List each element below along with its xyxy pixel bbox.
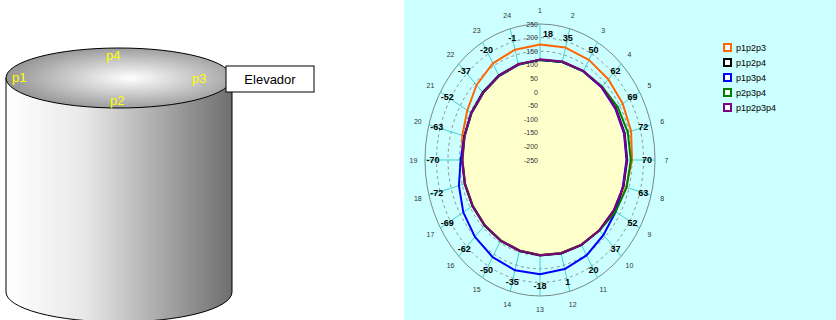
annotation: 20 bbox=[588, 265, 598, 275]
category-label: 21 bbox=[427, 82, 435, 89]
radial-tick-label: -200 bbox=[524, 143, 538, 150]
category-label: 7 bbox=[665, 157, 669, 164]
annotation: 69 bbox=[628, 92, 638, 102]
annotation: 52 bbox=[628, 218, 638, 228]
elevator-label: Elevador bbox=[244, 72, 296, 87]
annotation: -35 bbox=[506, 277, 519, 287]
cylinder-diagram: p1 p2 p3 p4 Elevador bbox=[6, 48, 314, 320]
category-label: 13 bbox=[536, 306, 544, 313]
category-label: 12 bbox=[569, 301, 577, 308]
category-label: 6 bbox=[660, 118, 664, 125]
category-label: 23 bbox=[473, 27, 481, 34]
series-line bbox=[462, 59, 627, 255]
series-line bbox=[462, 60, 630, 255]
annotation: 62 bbox=[611, 66, 621, 76]
radial-tick-label: -50 bbox=[528, 102, 538, 109]
legend: p1p2p3 p1p2p4 p1p3p4 p2p3p4 p1p2p3p4 bbox=[724, 43, 776, 113]
category-label: 22 bbox=[447, 51, 455, 58]
radial-tick-label: 200 bbox=[526, 34, 538, 41]
annotation: 37 bbox=[611, 244, 621, 254]
annotation: 35 bbox=[563, 33, 573, 43]
point-label: p3 bbox=[192, 71, 206, 86]
page: p1p2p3p4Elevador-250-200-150-100-5005010… bbox=[0, 0, 836, 320]
series-line bbox=[462, 44, 632, 255]
radar-chart: -250-200-150-100-50050100150200250123456… bbox=[410, 7, 669, 313]
legend-label: p1p2p3p4 bbox=[736, 103, 776, 113]
legend-swatch bbox=[724, 89, 731, 96]
category-label: 16 bbox=[447, 262, 455, 269]
radial-tick-label: 250 bbox=[526, 21, 538, 28]
radial-tick-label: 50 bbox=[530, 75, 538, 82]
category-label: 9 bbox=[648, 231, 652, 238]
series-group bbox=[459, 44, 632, 274]
annotation: 18 bbox=[543, 29, 553, 39]
chart-background bbox=[404, 0, 836, 320]
category-label: 24 bbox=[503, 12, 511, 19]
radial-tick-label: -150 bbox=[524, 129, 538, 136]
cylinder-body bbox=[6, 78, 232, 320]
point-label: p1 bbox=[12, 70, 26, 85]
annotation: -63 bbox=[430, 122, 443, 132]
series-line bbox=[462, 60, 627, 256]
legend-swatch bbox=[724, 104, 731, 111]
annotation: -62 bbox=[458, 244, 471, 254]
radial-tick-label: 100 bbox=[526, 61, 538, 68]
category-label: 15 bbox=[473, 286, 481, 293]
radial-tick-label: -100 bbox=[524, 116, 538, 123]
category-label: 19 bbox=[410, 157, 418, 164]
legend-label: p1p2p4 bbox=[736, 58, 766, 68]
category-label: 10 bbox=[626, 262, 634, 269]
series-line bbox=[459, 60, 627, 274]
annotation: 50 bbox=[588, 45, 598, 55]
category-label: 1 bbox=[538, 7, 542, 14]
annotation: 70 bbox=[642, 155, 652, 165]
annotation: 63 bbox=[638, 188, 648, 198]
legend-label: p2p3p4 bbox=[736, 88, 766, 98]
legend-swatch bbox=[724, 74, 731, 81]
annotation: -37 bbox=[458, 66, 471, 76]
category-label: 2 bbox=[571, 12, 575, 19]
category-label: 3 bbox=[601, 27, 605, 34]
radial-tick-label: -250 bbox=[524, 157, 538, 164]
legend-swatch bbox=[724, 44, 731, 51]
point-label: p4 bbox=[106, 48, 120, 63]
category-label: 11 bbox=[600, 286, 607, 293]
radial-tick-label: 150 bbox=[526, 48, 538, 55]
category-label: 8 bbox=[660, 195, 664, 202]
radial-tick-label: 0 bbox=[534, 89, 538, 96]
annotation: -72 bbox=[430, 188, 443, 198]
elevator-box bbox=[226, 66, 314, 92]
annotation: -70 bbox=[427, 155, 440, 165]
cylinder-top bbox=[6, 48, 232, 108]
category-label: 14 bbox=[503, 301, 511, 308]
grid-ring bbox=[437, 38, 644, 283]
annotation: -1 bbox=[508, 33, 516, 43]
annotation: -52 bbox=[441, 92, 454, 102]
annotation: 72 bbox=[638, 122, 648, 132]
grid-ring bbox=[425, 24, 655, 296]
legend-label: p1p2p3 bbox=[736, 43, 766, 53]
category-label: 17 bbox=[427, 231, 435, 238]
category-label: 18 bbox=[414, 195, 422, 202]
annotation: -50 bbox=[480, 265, 493, 275]
legend-label: p1p3p4 bbox=[736, 73, 766, 83]
annotation: 1 bbox=[565, 277, 570, 287]
legend-swatch bbox=[724, 59, 731, 66]
category-label: 20 bbox=[414, 118, 422, 125]
point-label: p2 bbox=[110, 93, 124, 108]
annotation: -18 bbox=[533, 281, 546, 291]
category-label: 4 bbox=[627, 51, 631, 58]
annotation: -20 bbox=[480, 45, 493, 55]
category-label: 5 bbox=[648, 82, 652, 89]
annotation: -69 bbox=[441, 218, 454, 228]
